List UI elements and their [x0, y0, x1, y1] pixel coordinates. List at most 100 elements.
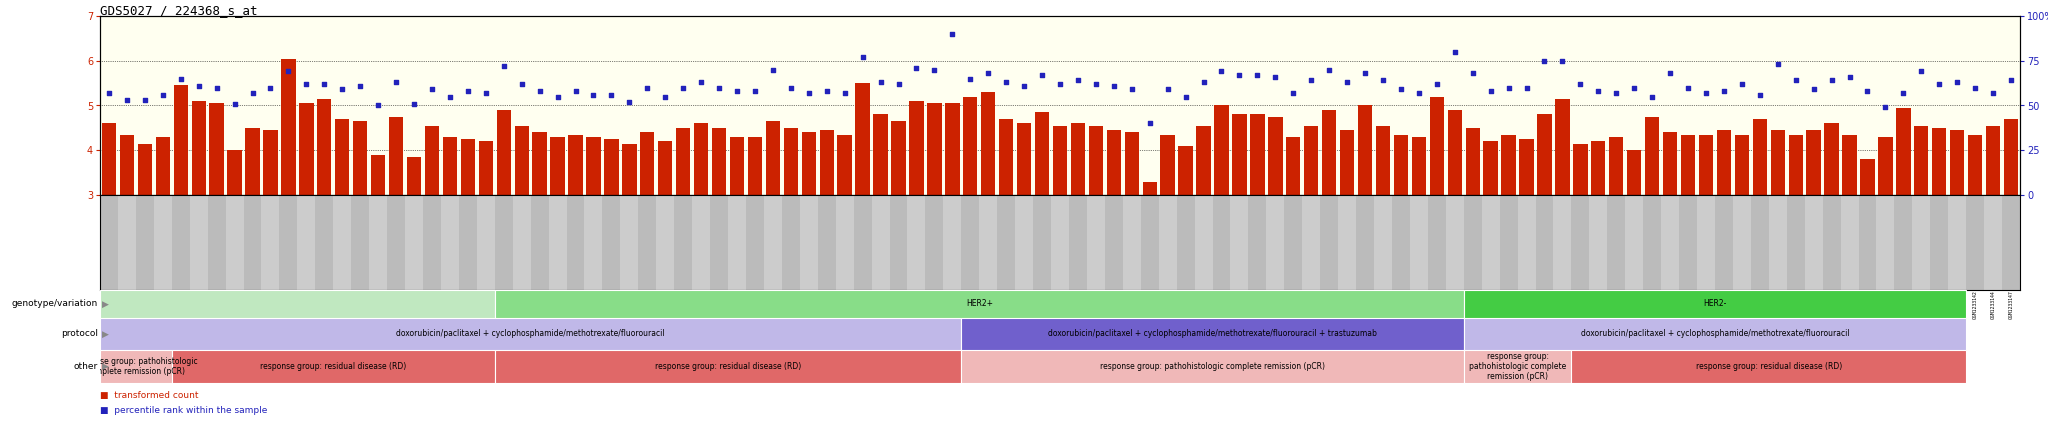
Bar	[532, 132, 547, 195]
Bar	[1518, 195, 1536, 290]
Bar	[172, 350, 496, 383]
Point	[899, 65, 932, 71]
Bar	[100, 195, 119, 290]
Bar	[944, 195, 961, 290]
Point	[307, 81, 340, 88]
Bar	[1554, 99, 1569, 195]
Point	[1151, 86, 1184, 93]
Bar	[1266, 195, 1284, 290]
Point	[1223, 71, 1255, 78]
Bar	[317, 99, 332, 195]
Bar	[1448, 110, 1462, 195]
Bar	[694, 124, 709, 195]
Bar	[1159, 195, 1178, 290]
Bar	[1356, 195, 1374, 290]
Point	[1509, 84, 1542, 91]
Bar	[1554, 195, 1571, 290]
Point	[1815, 77, 1847, 84]
Bar	[1950, 130, 1964, 195]
Point	[1958, 84, 1991, 91]
Bar	[1464, 290, 1966, 318]
Bar	[1034, 112, 1049, 195]
Point	[811, 88, 844, 95]
Point	[92, 90, 125, 96]
Bar	[1122, 195, 1141, 290]
Bar	[477, 195, 496, 290]
Text: ■  percentile rank within the sample: ■ percentile rank within the sample	[100, 406, 268, 415]
Text: HER2-: HER2-	[1704, 299, 1726, 308]
Bar	[641, 132, 655, 195]
Point	[918, 66, 950, 73]
Bar	[1735, 135, 1749, 195]
Bar	[135, 195, 154, 290]
Bar	[350, 195, 369, 290]
Point	[936, 30, 969, 37]
Bar	[387, 195, 406, 290]
Point	[793, 90, 825, 96]
Point	[506, 81, 539, 88]
Text: ■  transformed count: ■ transformed count	[100, 390, 199, 399]
Point	[254, 84, 287, 91]
Bar	[1303, 195, 1321, 290]
Text: ▶: ▶	[102, 362, 109, 371]
Bar	[1196, 126, 1210, 195]
Bar	[1573, 143, 1587, 195]
Point	[1116, 86, 1149, 93]
Point	[451, 88, 483, 95]
Bar	[1032, 195, 1051, 290]
Bar	[424, 126, 438, 195]
Text: response group: residual disease (RD): response group: residual disease (RD)	[1696, 362, 1841, 371]
Point	[1026, 71, 1059, 78]
Text: GDS5027 / 224368_s_at: GDS5027 / 224368_s_at	[100, 4, 258, 17]
Bar	[1483, 141, 1497, 195]
Point	[1384, 86, 1417, 93]
Point	[846, 54, 879, 60]
Bar	[1571, 350, 1966, 383]
Bar	[1753, 119, 1767, 195]
Bar	[817, 195, 836, 290]
Bar	[530, 195, 549, 290]
Point	[1204, 68, 1237, 75]
Bar	[1321, 110, 1337, 195]
Bar	[891, 121, 905, 195]
Bar	[1069, 195, 1087, 290]
Bar	[655, 195, 674, 290]
Bar	[1698, 135, 1714, 195]
Bar	[1427, 195, 1446, 290]
Bar	[1411, 137, 1425, 195]
Bar	[979, 195, 997, 290]
Bar	[1393, 195, 1409, 290]
Point	[522, 88, 555, 95]
Bar	[1321, 195, 1337, 290]
Bar	[1679, 195, 1698, 290]
Point	[1546, 58, 1579, 64]
Point	[702, 84, 735, 91]
Bar	[244, 195, 262, 290]
Bar	[264, 130, 279, 195]
Point	[1581, 88, 1614, 95]
Point	[344, 82, 377, 89]
Point	[1886, 90, 1919, 96]
Bar	[1913, 195, 1931, 290]
Point	[883, 81, 915, 88]
Point	[1350, 70, 1382, 77]
Bar	[1968, 135, 1982, 195]
Bar	[174, 85, 188, 195]
Bar	[1374, 195, 1393, 290]
Point	[721, 88, 754, 95]
Bar	[1806, 130, 1821, 195]
Bar	[1894, 195, 1913, 290]
Point	[487, 63, 520, 69]
Bar	[1843, 135, 1858, 195]
Bar	[1589, 195, 1608, 290]
Bar	[1520, 139, 1534, 195]
Bar	[119, 195, 135, 290]
Point	[1528, 58, 1561, 64]
Bar	[961, 195, 979, 290]
Point	[989, 79, 1022, 85]
Bar	[227, 150, 242, 195]
Text: other: other	[74, 362, 98, 371]
Bar	[838, 135, 852, 195]
Bar	[1481, 195, 1499, 290]
Bar	[946, 103, 961, 195]
